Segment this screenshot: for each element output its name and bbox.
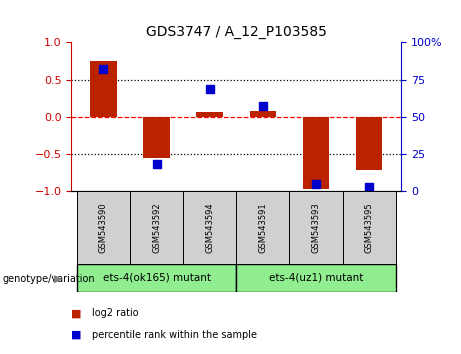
Point: [153, 161, 160, 167]
Point: [366, 184, 373, 189]
Title: GDS3747 / A_12_P103585: GDS3747 / A_12_P103585: [146, 25, 327, 39]
Text: GSM543591: GSM543591: [258, 202, 267, 253]
Bar: [290, 191, 343, 264]
Bar: [183, 191, 236, 264]
Text: log2 ratio: log2 ratio: [92, 308, 139, 318]
Text: ■: ■: [71, 308, 82, 318]
Bar: [77, 264, 236, 292]
Text: ets-4(uz1) mutant: ets-4(uz1) mutant: [269, 273, 363, 283]
Bar: [236, 264, 396, 292]
Text: genotype/variation: genotype/variation: [2, 274, 95, 284]
Bar: [77, 191, 130, 264]
Text: GSM543590: GSM543590: [99, 202, 108, 253]
Bar: [356, 117, 383, 170]
Point: [206, 86, 213, 91]
Bar: [143, 117, 170, 158]
Text: ■: ■: [71, 330, 82, 339]
Text: GSM543594: GSM543594: [205, 202, 214, 253]
Bar: [196, 112, 223, 117]
Bar: [249, 111, 276, 117]
Bar: [303, 117, 329, 189]
Text: GSM543593: GSM543593: [312, 202, 320, 253]
Point: [312, 181, 319, 187]
Point: [259, 104, 266, 109]
Text: ets-4(ok165) mutant: ets-4(ok165) mutant: [102, 273, 211, 283]
Text: GSM543592: GSM543592: [152, 202, 161, 253]
Bar: [236, 191, 290, 264]
Bar: [130, 191, 183, 264]
Point: [100, 67, 107, 72]
Bar: [343, 191, 396, 264]
Text: GSM543595: GSM543595: [365, 202, 374, 253]
Bar: [90, 61, 117, 117]
Text: ▶: ▶: [54, 274, 63, 284]
Text: percentile rank within the sample: percentile rank within the sample: [92, 330, 257, 339]
